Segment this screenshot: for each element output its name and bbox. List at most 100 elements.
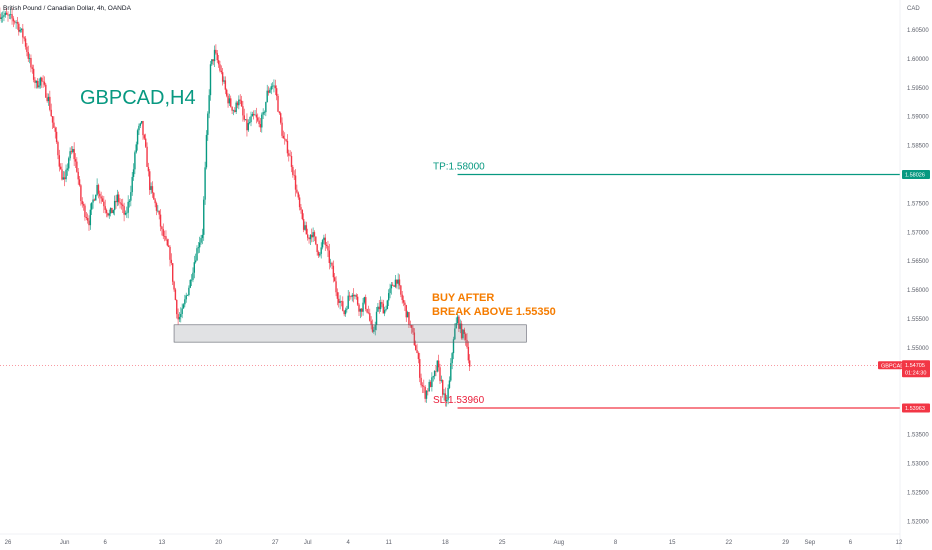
- candle-body: [432, 376, 434, 378]
- candle-body: [379, 302, 382, 310]
- candle-body: [170, 259, 173, 264]
- candle-body: [166, 239, 168, 246]
- candle-body: [416, 350, 418, 354]
- candle-body: [41, 77, 43, 82]
- candle-body: [49, 96, 51, 110]
- candle-body: [356, 296, 359, 305]
- candle-body: [462, 329, 464, 339]
- candle-body: [186, 295, 189, 296]
- candle-body: [188, 287, 190, 296]
- candle-body: [410, 324, 413, 328]
- tp-price-tag: 1.58026: [902, 170, 930, 180]
- candle-body: [205, 134, 208, 168]
- chart-title: GBPCAD,H4: [80, 87, 196, 109]
- annotation-line-2: BREAK ABOVE 1.55350: [432, 306, 556, 318]
- candle-body: [120, 203, 123, 205]
- candle-body: [331, 262, 333, 266]
- candle-body: [365, 297, 367, 310]
- candle-body: [285, 139, 287, 141]
- time-axis[interactable]: 26 Jun 6 13 20 27 Jul 4 11 18 25 Aug 8 15 22 29 Sep 6 12: [5, 540, 903, 546]
- candle-body: [369, 313, 371, 321]
- candle-body: [244, 119, 247, 120]
- candle-body: [464, 333, 467, 340]
- candle-body: [282, 135, 285, 139]
- candle-body: [145, 138, 147, 147]
- candle-body: [448, 380, 451, 388]
- candle-body: [277, 95, 279, 112]
- symbol-tag: GBPCAD: [881, 363, 904, 369]
- candle-body: [238, 99, 240, 106]
- candle-body: [223, 80, 225, 82]
- candle-body: [28, 58, 31, 59]
- candle-body: [190, 279, 193, 281]
- candle-body: [185, 295, 187, 300]
- candle-body: [393, 285, 395, 287]
- candle-body: [267, 90, 270, 93]
- time-tick-label: 18: [442, 540, 449, 546]
- candle-body: [254, 114, 256, 116]
- candle-body: [174, 289, 177, 300]
- candle-body: [155, 203, 158, 211]
- price-tick-label: 1.56500: [907, 259, 929, 265]
- candle-body: [15, 22, 17, 23]
- candle-body: [232, 110, 235, 111]
- candle-body: [85, 217, 87, 219]
- candle-body: [397, 279, 399, 284]
- candle-body: [242, 106, 244, 116]
- candle-body: [378, 306, 380, 310]
- candle-body: [439, 367, 441, 381]
- candle-body: [255, 114, 258, 118]
- candle-body: [61, 169, 63, 180]
- candle-body: [467, 346, 470, 361]
- candle-body: [440, 380, 443, 381]
- candle-body: [5, 12, 8, 15]
- candle-body: [402, 300, 405, 303]
- candle-body: [147, 166, 150, 172]
- time-tick-label: 26: [5, 540, 12, 546]
- candle-body: [92, 199, 94, 203]
- candle-body: [211, 59, 213, 65]
- candle-body: [180, 313, 182, 317]
- candle-body: [459, 323, 461, 329]
- candle-body: [57, 142, 59, 156]
- candle-body: [258, 120, 260, 125]
- candle-body: [421, 385, 424, 387]
- candle-body: [158, 210, 160, 215]
- currency-label: CAD: [907, 6, 920, 12]
- candle-body: [111, 207, 113, 214]
- candle-body: [84, 205, 86, 218]
- time-tick-label: 15: [669, 540, 676, 546]
- candle-body: [366, 309, 368, 313]
- candle-body: [112, 210, 114, 214]
- candle-body: [132, 169, 135, 177]
- candle-body: [236, 102, 239, 106]
- candle-body: [265, 102, 267, 113]
- candle-body: [77, 171, 79, 180]
- candle-body: [294, 175, 297, 190]
- candle-body: [1, 16, 4, 18]
- candle-body: [130, 192, 132, 201]
- candle-body: [408, 312, 410, 325]
- candle-body: [371, 324, 374, 332]
- time-tick-label: 20: [215, 540, 222, 546]
- candle-body: [469, 360, 471, 367]
- zone-layer: [173, 324, 527, 343]
- candle-body: [173, 281, 175, 290]
- candle-body: [59, 166, 62, 170]
- candle-body: [425, 390, 428, 399]
- candle-body: [74, 159, 77, 162]
- candle-body: [100, 196, 102, 199]
- candle-body: [442, 380, 444, 395]
- candle-body: [456, 316, 459, 324]
- candle-body: [54, 127, 56, 132]
- candle-body: [64, 177, 66, 180]
- candle-body: [104, 206, 106, 210]
- candle-body: [362, 302, 364, 312]
- candle-body: [325, 244, 328, 246]
- candle-body: [0, 13, 1, 20]
- candle-body: [105, 209, 108, 214]
- price-tick-label: 1.56000: [907, 288, 929, 294]
- price-axis[interactable]: 1.60500 1.60000 1.59500 1.59000 1.58500 1.575…: [907, 28, 929, 525]
- candle-body: [302, 219, 305, 230]
